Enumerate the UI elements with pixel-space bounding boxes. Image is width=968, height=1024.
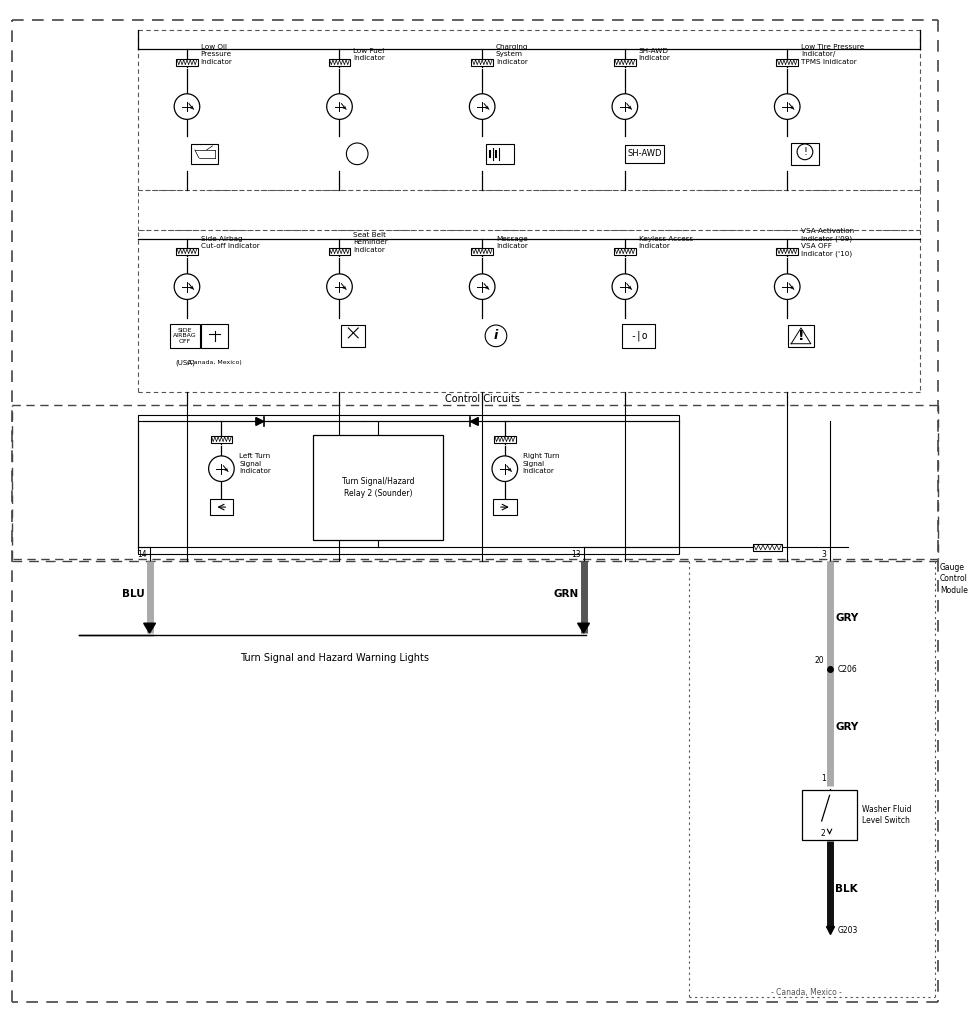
Bar bbox=[753, 544, 782, 551]
Text: SH-AWD: SH-AWD bbox=[627, 150, 662, 159]
Text: Message
Indicator: Message Indicator bbox=[496, 236, 528, 249]
Text: BLK: BLK bbox=[835, 884, 858, 894]
Circle shape bbox=[612, 273, 638, 299]
Bar bbox=[471, 248, 493, 255]
Circle shape bbox=[327, 273, 352, 299]
Text: (USA): (USA) bbox=[175, 359, 195, 366]
Text: Keyless Access
Indicator: Keyless Access Indicator bbox=[639, 236, 693, 249]
Text: SH-AWD
Indicator: SH-AWD Indicator bbox=[639, 48, 671, 61]
Text: 20: 20 bbox=[814, 655, 824, 665]
Bar bbox=[313, 435, 442, 540]
Bar bbox=[614, 58, 636, 66]
Circle shape bbox=[174, 94, 199, 120]
Text: Turn Signal and Hazard Warning Lights: Turn Signal and Hazard Warning Lights bbox=[240, 652, 429, 663]
Bar bbox=[486, 144, 514, 164]
Bar bbox=[176, 58, 197, 66]
Circle shape bbox=[469, 94, 495, 120]
Bar bbox=[176, 248, 197, 255]
Bar bbox=[211, 436, 232, 442]
Text: Low Tire Pressure
Indicator/
TPMS Inidicator: Low Tire Pressure Indicator/ TPMS Inidic… bbox=[801, 44, 864, 65]
Text: 1: 1 bbox=[821, 773, 826, 782]
Text: - Canada, Mexico -: - Canada, Mexico - bbox=[771, 988, 842, 996]
Bar bbox=[329, 248, 350, 255]
Text: VSA Activation
Indicator ('09)
VSA OFF
Indicator ('10): VSA Activation Indicator ('09) VSA OFF I… bbox=[801, 227, 854, 257]
Text: C206: C206 bbox=[837, 665, 858, 674]
Bar bbox=[791, 143, 819, 165]
Circle shape bbox=[797, 144, 813, 160]
Circle shape bbox=[174, 273, 199, 299]
Text: G203: G203 bbox=[837, 926, 858, 935]
Polygon shape bbox=[256, 418, 263, 425]
Text: Left Turn
Signal
Indicator: Left Turn Signal Indicator bbox=[239, 454, 271, 474]
Circle shape bbox=[774, 273, 800, 299]
Polygon shape bbox=[470, 418, 478, 425]
Polygon shape bbox=[143, 624, 156, 633]
Circle shape bbox=[485, 325, 507, 347]
Text: 2: 2 bbox=[821, 828, 826, 838]
Bar bbox=[170, 324, 199, 348]
Text: SIDE
AIRBAG
OFF: SIDE AIRBAG OFF bbox=[173, 328, 197, 344]
Text: 3: 3 bbox=[822, 550, 827, 559]
Text: Washer Fluid
Level Switch: Washer Fluid Level Switch bbox=[862, 805, 911, 825]
Circle shape bbox=[492, 456, 518, 481]
Circle shape bbox=[469, 273, 495, 299]
Circle shape bbox=[347, 143, 368, 165]
Text: Seat Belt
Reminder
Indicator: Seat Belt Reminder Indicator bbox=[353, 231, 388, 253]
Bar bbox=[342, 325, 365, 347]
Bar bbox=[493, 499, 517, 515]
Bar bbox=[776, 248, 798, 255]
Circle shape bbox=[209, 456, 234, 481]
Bar bbox=[802, 791, 857, 840]
Circle shape bbox=[612, 94, 638, 120]
Bar bbox=[776, 58, 798, 66]
Text: GRN: GRN bbox=[554, 589, 579, 599]
Text: BLU: BLU bbox=[122, 589, 144, 599]
Text: Side Airbag
Cut-off Indicator: Side Airbag Cut-off Indicator bbox=[200, 236, 259, 249]
Text: 13: 13 bbox=[571, 550, 581, 559]
Text: Low Oil
Pressure
Indicator: Low Oil Pressure Indicator bbox=[200, 44, 232, 65]
Text: 14: 14 bbox=[137, 550, 146, 559]
Text: (Canada, Mexico): (Canada, Mexico) bbox=[187, 359, 242, 365]
Bar bbox=[329, 58, 350, 66]
Bar bbox=[191, 144, 219, 164]
Text: Turn Signal/Hazard
Relay 2 (Sounder): Turn Signal/Hazard Relay 2 (Sounder) bbox=[342, 477, 414, 498]
Bar bbox=[625, 145, 664, 163]
Polygon shape bbox=[578, 624, 590, 633]
Text: Control Circuits: Control Circuits bbox=[444, 394, 520, 403]
Text: -|o: -|o bbox=[630, 331, 648, 341]
Bar bbox=[494, 436, 516, 442]
Text: Gauge
Control
Module: Gauge Control Module bbox=[940, 562, 968, 595]
Text: !: ! bbox=[803, 146, 807, 157]
Text: i: i bbox=[494, 330, 499, 342]
Bar bbox=[137, 415, 679, 554]
Circle shape bbox=[327, 94, 352, 120]
Bar bbox=[200, 324, 228, 348]
Bar bbox=[621, 324, 655, 348]
Text: GRY: GRY bbox=[835, 722, 859, 731]
Bar bbox=[210, 499, 233, 515]
Bar bbox=[614, 248, 636, 255]
Text: !: ! bbox=[798, 329, 804, 343]
Text: Right Turn
Signal
Indicator: Right Turn Signal Indicator bbox=[523, 454, 560, 474]
Text: Charging
System
Indicator: Charging System Indicator bbox=[496, 44, 529, 65]
Circle shape bbox=[774, 94, 800, 120]
Text: GRY: GRY bbox=[835, 613, 859, 624]
Text: Low Fuel
Indicator: Low Fuel Indicator bbox=[353, 48, 385, 61]
Bar bbox=[788, 325, 814, 347]
Bar bbox=[471, 58, 493, 66]
